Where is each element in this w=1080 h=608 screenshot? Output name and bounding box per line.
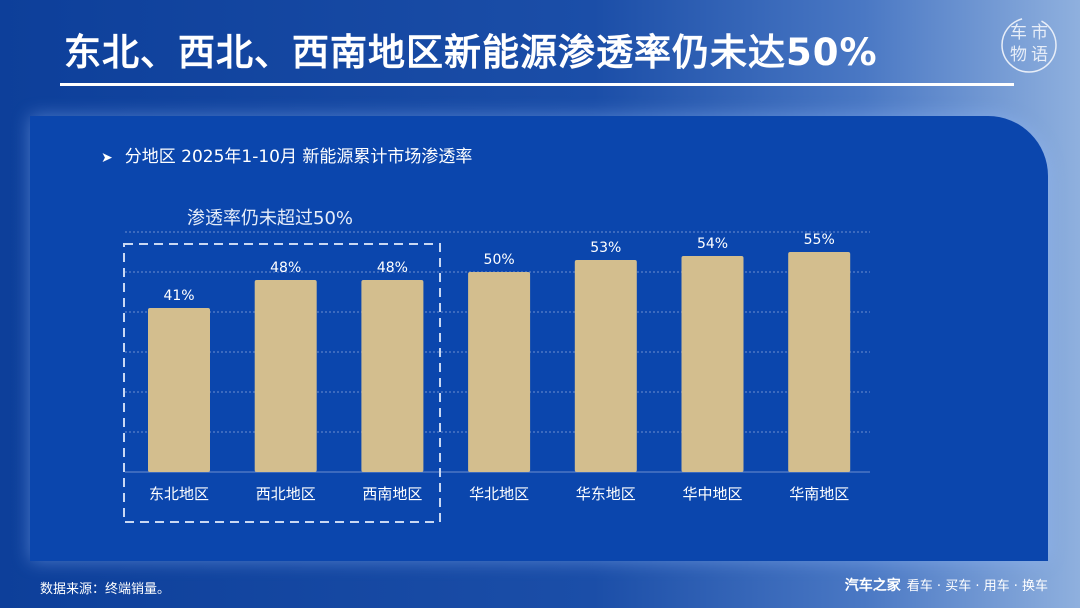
value-label-4: 50% <box>484 252 515 268</box>
category-label-2: 西北地区 <box>256 485 316 503</box>
category-label-6: 华中地区 <box>682 485 742 503</box>
category-label-4: 华北地区 <box>469 485 529 503</box>
chart-subtitle-text: 分地区 2025年1-10月 新能源累计市场渗透率 <box>124 147 473 167</box>
logo-text: 车市物语 <box>1010 23 1052 65</box>
bar-5 <box>574 260 637 472</box>
value-label-5: 53% <box>590 240 621 256</box>
value-label-7: 55% <box>804 232 835 248</box>
category-label-3: 西南地区 <box>362 485 422 503</box>
brand-logo: 车市物语 <box>1000 16 1058 74</box>
chart-category-labels: 东北地区 西北地区 西南地区 华北地区 华东地区 华中地区 华南地区 <box>149 485 849 503</box>
highlight-box <box>123 243 441 523</box>
value-label-3: 48% <box>377 260 408 276</box>
page-title: 东北、西北、西南地区新能源渗透率仍未达50% <box>64 31 878 74</box>
value-label-6: 54% <box>697 236 728 252</box>
value-label-1: 41% <box>163 288 194 304</box>
chart-value-labels: 41% 48% 48% 50% 53% 54% 55% <box>163 232 834 304</box>
bar-2 <box>254 280 317 472</box>
bar-1 <box>148 308 210 472</box>
brand-slogan: 看车 · 买车 · 用车 · 换车 <box>906 579 1048 594</box>
title-divider <box>60 83 1014 86</box>
data-source-note: 数据来源：终端销量。 <box>40 582 171 597</box>
bar-7 <box>788 252 851 472</box>
chart-bars <box>148 252 851 472</box>
brand-name: 汽车之家 <box>844 578 901 594</box>
footer-brand: 汽车之家 看车 · 买车 · 用车 · 换车 <box>845 575 1048 595</box>
bar-4 <box>468 272 531 472</box>
category-label-1: 东北地区 <box>149 485 209 503</box>
logo-circle-icon <box>1001 17 1057 73</box>
arrow-bullet-icon: ➤ <box>101 150 113 166</box>
category-label-7: 华南地区 <box>789 485 849 503</box>
bar-6 <box>681 256 744 472</box>
value-label-2: 48% <box>270 260 301 276</box>
category-label-5: 华东地区 <box>576 485 636 503</box>
highlight-annotation: 渗透率仍未超过50% <box>187 208 353 229</box>
bar-3 <box>361 280 424 472</box>
chart-subtitle: ➤ 分地区 2025年1-10月 新能源累计市场渗透率 <box>101 142 472 167</box>
